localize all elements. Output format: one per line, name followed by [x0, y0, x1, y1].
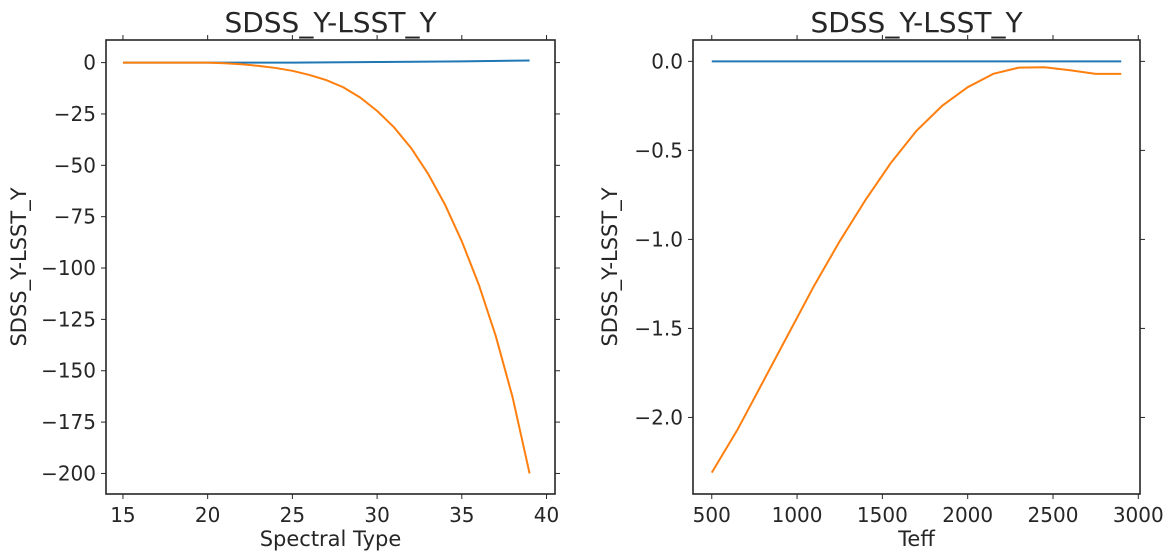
y-tick-label: −2.0: [634, 405, 683, 429]
plot-frame: [105, 39, 556, 495]
x-axis-label: Teff: [897, 527, 935, 551]
x-tick-label: 30: [364, 503, 389, 527]
plot-frame: [692, 39, 1141, 495]
y-tick-label: −125: [41, 307, 96, 331]
x-tick-label: 2500: [1028, 503, 1079, 527]
y-axis-label: SDSS_Y-LSST_Y: [598, 187, 623, 346]
x-tick-label: 1500: [857, 503, 908, 527]
x-tick-label: 3000: [1113, 503, 1164, 527]
y-tick-label: −50: [54, 153, 96, 177]
y-tick-label: −200: [41, 461, 96, 485]
series-line-2: [710, 66, 1122, 474]
y-tick-label: 0: [83, 51, 96, 75]
x-tick-label: 40: [534, 503, 559, 527]
chart-panel-spectral-type: 15 20 25 30 35 40 0 −25 −50 −75 −100 −125 −150 −175 −2…: [7, 6, 560, 551]
x-tick-label: 35: [449, 503, 474, 527]
y-tick-label: −1.5: [634, 316, 683, 340]
series-line-2: [122, 61, 531, 474]
chart-title: SDSS_Y-LSST_Y: [810, 6, 1023, 39]
y-tick-label: −100: [41, 256, 96, 280]
x-tick-label: 500: [693, 503, 731, 527]
y-tick-label: −25: [54, 102, 96, 126]
x-tick-label: 1000: [772, 503, 823, 527]
x-axis-label: Spectral Type: [260, 527, 402, 551]
y-tick-label: −150: [41, 359, 96, 383]
x-tick-label: 25: [280, 503, 305, 527]
y-tick-label: −1.0: [634, 227, 683, 251]
y-tick-label: −75: [54, 205, 96, 229]
y-axis-label: SDSS_Y-LSST_Y: [7, 187, 32, 346]
chart-title: SDSS_Y-LSST_Y: [224, 6, 437, 39]
chart-panel-teff: 500 1000 1500 2000 2500 3000 0.0 −0.5 −1.0 −1.5 −2…: [598, 6, 1164, 551]
x-tick-label: 20: [195, 503, 220, 527]
x-tick-label: 2000: [942, 503, 993, 527]
y-tick-label: −175: [41, 410, 96, 434]
y-tick-label: −0.5: [634, 138, 683, 162]
x-tick-label: 15: [110, 503, 135, 527]
y-tick-label: 0.0: [651, 49, 683, 73]
